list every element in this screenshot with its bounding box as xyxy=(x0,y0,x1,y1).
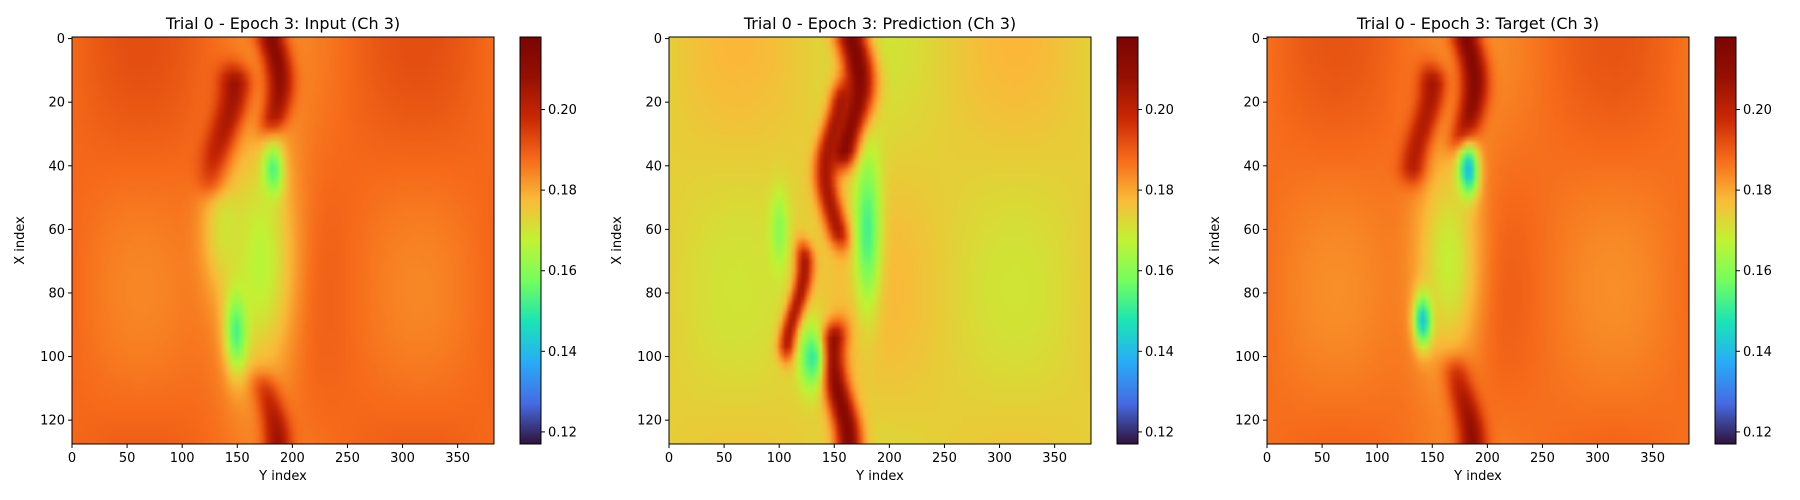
chart-title: Trial 0 - Epoch 3: Prediction (Ch 3) xyxy=(743,14,1016,33)
colorbar-tick-label: 0.12 xyxy=(1145,425,1174,440)
colorbar-tick-label: 0.18 xyxy=(1743,184,1772,199)
y-tick-label: 40 xyxy=(1243,159,1260,174)
y-tick-label: 60 xyxy=(645,223,662,238)
x-tick-label: 50 xyxy=(1314,451,1331,466)
heatmap-image xyxy=(669,37,1091,444)
y-tick-label: 100 xyxy=(637,350,662,365)
colorbar-tick-label: 0.20 xyxy=(1145,103,1174,118)
colorbar: 0.12 0.14 0.16 0.18 0.20 xyxy=(1116,36,1174,445)
x-tick-label: 350 xyxy=(1042,451,1067,466)
y-tick-label: 120 xyxy=(1235,414,1260,429)
x-tick-label: 300 xyxy=(987,451,1012,466)
y-tick-label: 20 xyxy=(1243,96,1260,111)
x-tick-label: 250 xyxy=(1530,451,1555,466)
x-axis-label: Y index xyxy=(258,469,307,484)
colorbar-tick-label: 0.12 xyxy=(1743,425,1772,440)
x-tick-label: 250 xyxy=(932,451,957,466)
y-axis-label: X index xyxy=(1208,216,1223,265)
colorbar-tick-label: 0.18 xyxy=(548,184,577,199)
colorbar-gradient xyxy=(1714,36,1737,445)
plot-frame xyxy=(71,36,495,445)
x-tick-label: 0 xyxy=(1263,451,1271,466)
y-tick-label: 40 xyxy=(48,159,65,174)
colorbar-tick-label: 0.20 xyxy=(548,103,577,118)
heatmap-image xyxy=(72,37,494,444)
colorbar: 0.12 0.14 0.16 0.18 0.20 xyxy=(519,36,577,445)
plot-frame xyxy=(1266,36,1690,445)
heatmap-panel-0: Trial 0 - Epoch 3: Input (Ch 3) 0 50 100 150… xyxy=(13,14,577,484)
colorbar-tick-label: 0.16 xyxy=(1145,264,1174,279)
y-tick-label: 120 xyxy=(40,414,65,429)
y-tick-label: 60 xyxy=(48,223,65,238)
y-tick-label: 0 xyxy=(1252,32,1260,47)
y-tick-label: 100 xyxy=(40,350,65,365)
colorbar-tick-label: 0.14 xyxy=(1743,345,1772,360)
chart-title: Trial 0 - Epoch 3: Target (Ch 3) xyxy=(1356,14,1599,33)
x-tick-label: 300 xyxy=(1585,451,1610,466)
plot-frame xyxy=(668,36,1092,445)
x-tick-label: 50 xyxy=(119,451,136,466)
x-tick-label: 300 xyxy=(390,451,415,466)
x-tick-label: 0 xyxy=(665,451,673,466)
x-tick-label: 250 xyxy=(335,451,360,466)
x-tick-label: 50 xyxy=(716,451,733,466)
x-tick-label: 200 xyxy=(877,451,902,466)
y-tick-label: 80 xyxy=(1243,286,1260,301)
y-tick-label: 120 xyxy=(637,414,662,429)
x-tick-label: 100 xyxy=(170,451,195,466)
colorbar-tick-label: 0.20 xyxy=(1743,103,1772,118)
x-axis-label: Y index xyxy=(1453,469,1502,484)
colorbar-tick-label: 0.12 xyxy=(548,425,577,440)
y-tick-label: 0 xyxy=(57,32,65,47)
y-axis-label: X index xyxy=(610,216,625,265)
y-tick-label: 40 xyxy=(645,159,662,174)
heatmap-panel-2: Trial 0 - Epoch 3: Target (Ch 3) 0 50 100 15… xyxy=(1208,14,1772,484)
y-tick-label: 80 xyxy=(645,286,662,301)
x-tick-label: 150 xyxy=(822,451,847,466)
heatmap-panel-1: Trial 0 - Epoch 3: Prediction (Ch 3) 0 50 1… xyxy=(610,14,1174,484)
colorbar: 0.12 0.14 0.16 0.18 0.20 xyxy=(1714,36,1772,445)
heatmap-image xyxy=(1267,37,1689,444)
y-tick-label: 60 xyxy=(1243,223,1260,238)
x-tick-label: 200 xyxy=(1475,451,1500,466)
colorbar-gradient xyxy=(519,36,542,445)
y-tick-label: 100 xyxy=(1235,350,1260,365)
colorbar-tick-label: 0.18 xyxy=(1145,184,1174,199)
colorbar-tick-label: 0.14 xyxy=(1145,345,1174,360)
x-axis-label: Y index xyxy=(855,469,904,484)
colorbar-tick-label: 0.16 xyxy=(548,264,577,279)
y-tick-label: 20 xyxy=(645,96,662,111)
x-tick-label: 0 xyxy=(68,451,76,466)
x-tick-label: 150 xyxy=(225,451,250,466)
x-tick-label: 200 xyxy=(280,451,305,466)
y-tick-label: 0 xyxy=(654,32,662,47)
colorbar-gradient xyxy=(1116,36,1139,445)
x-tick-label: 100 xyxy=(767,451,792,466)
colorbar-tick-label: 0.16 xyxy=(1743,264,1772,279)
y-tick-label: 20 xyxy=(48,96,65,111)
y-tick-label: 80 xyxy=(48,286,65,301)
colorbar-tick-label: 0.14 xyxy=(548,345,577,360)
chart-title: Trial 0 - Epoch 3: Input (Ch 3) xyxy=(165,14,400,33)
x-tick-label: 150 xyxy=(1420,451,1445,466)
y-axis-label: X index xyxy=(13,216,28,265)
x-tick-label: 100 xyxy=(1365,451,1390,466)
x-tick-label: 350 xyxy=(445,451,470,466)
x-tick-label: 350 xyxy=(1640,451,1665,466)
